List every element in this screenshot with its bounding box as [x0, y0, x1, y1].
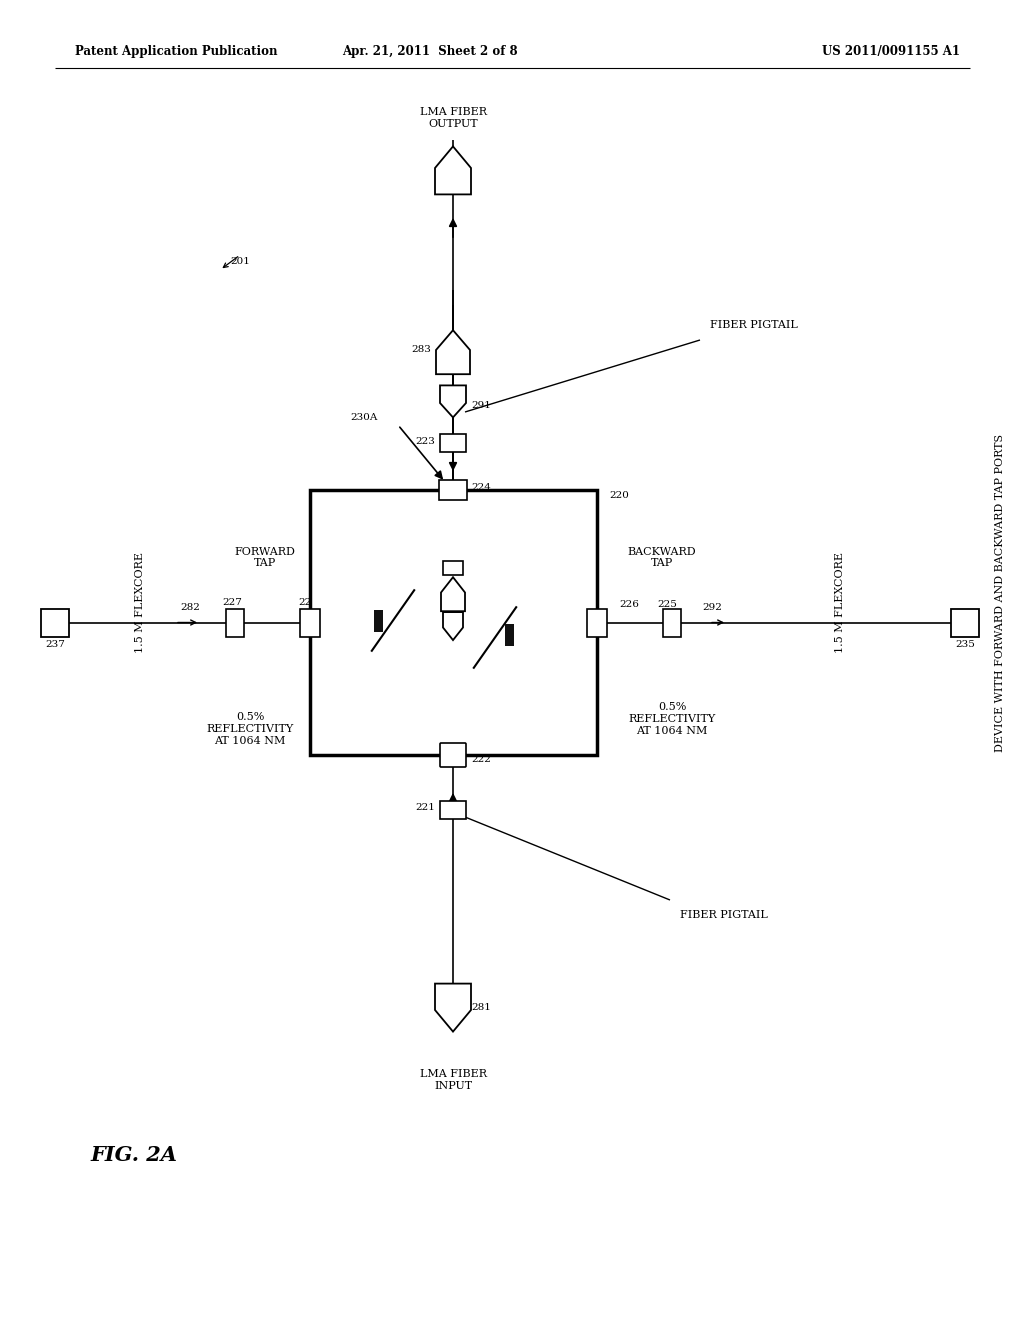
- Text: 261: 261: [368, 583, 388, 593]
- Text: FIBER PIGTAIL: FIBER PIGTAIL: [710, 319, 798, 330]
- Bar: [226, 609, 244, 636]
- Text: 1.5 M FLEXCORE: 1.5 M FLEXCORE: [135, 552, 145, 653]
- Text: FORWARD
TAP: FORWARD TAP: [234, 546, 296, 569]
- Bar: [663, 609, 681, 636]
- Bar: [443, 561, 463, 574]
- Bar: [505, 623, 513, 645]
- Text: 220: 220: [609, 491, 629, 499]
- Text: 292: 292: [702, 603, 722, 612]
- FancyBboxPatch shape: [440, 743, 466, 767]
- Text: BACKWARD
TAP: BACKWARD TAP: [628, 546, 696, 569]
- Text: 291: 291: [471, 400, 490, 409]
- Text: 232: 232: [415, 586, 435, 595]
- Bar: [440, 434, 466, 451]
- Bar: [300, 609, 319, 636]
- Text: FIBER PIGTAIL: FIBER PIGTAIL: [680, 909, 768, 920]
- Polygon shape: [441, 577, 465, 611]
- Polygon shape: [440, 385, 466, 417]
- Text: 231: 231: [393, 626, 413, 635]
- Text: 283: 283: [411, 346, 431, 355]
- Text: DEVICE WITH FORWARD AND BACKWARD TAP PORTS: DEVICE WITH FORWARD AND BACKWARD TAP POR…: [995, 433, 1005, 751]
- Text: 230A: 230A: [350, 413, 378, 422]
- Polygon shape: [435, 983, 471, 1032]
- Text: 291: 291: [458, 601, 476, 609]
- Bar: [41, 609, 69, 636]
- Text: 223: 223: [415, 437, 435, 446]
- Text: 226: 226: [618, 601, 639, 609]
- Text: 262: 262: [515, 681, 535, 690]
- Text: 228: 228: [298, 598, 317, 607]
- Text: Apr. 21, 2011  Sheet 2 of 8: Apr. 21, 2011 Sheet 2 of 8: [342, 45, 518, 58]
- Text: LMA FIBER
OUTPUT: LMA FIBER OUTPUT: [420, 107, 486, 129]
- Polygon shape: [435, 147, 471, 194]
- Bar: [310, 490, 597, 755]
- Text: 283: 283: [475, 610, 494, 619]
- Bar: [440, 801, 466, 818]
- Text: 224: 224: [471, 483, 490, 491]
- Text: 0.5%
REFLECTIVITY
AT 1064 NM: 0.5% REFLECTIVITY AT 1064 NM: [629, 702, 716, 735]
- Text: 0.5%
REFLECTIVITY
AT 1064 NM: 0.5% REFLECTIVITY AT 1064 NM: [207, 713, 294, 746]
- Text: 222: 222: [471, 755, 490, 764]
- Bar: [951, 609, 979, 636]
- Bar: [374, 610, 383, 631]
- Text: 236: 236: [500, 661, 520, 671]
- Text: US 2011/0091155 A1: US 2011/0091155 A1: [822, 45, 961, 58]
- Bar: [587, 609, 607, 636]
- Text: 282: 282: [180, 603, 200, 612]
- Text: 235: 235: [955, 640, 975, 649]
- Text: LMA FIBER
INPUT: LMA FIBER INPUT: [420, 1069, 486, 1090]
- Text: 225: 225: [657, 601, 677, 609]
- Bar: [439, 480, 467, 500]
- Text: 227: 227: [222, 598, 242, 607]
- Text: 201: 201: [230, 257, 250, 267]
- Text: FIG. 2A: FIG. 2A: [90, 1144, 177, 1166]
- Text: 1.5 M FLEXCORE: 1.5 M FLEXCORE: [835, 552, 845, 653]
- Text: Patent Application Publication: Patent Application Publication: [75, 45, 278, 58]
- Polygon shape: [443, 612, 463, 640]
- Text: 237: 237: [45, 640, 65, 649]
- Text: 221: 221: [415, 803, 435, 812]
- Polygon shape: [436, 330, 470, 374]
- Text: 281: 281: [471, 1003, 490, 1012]
